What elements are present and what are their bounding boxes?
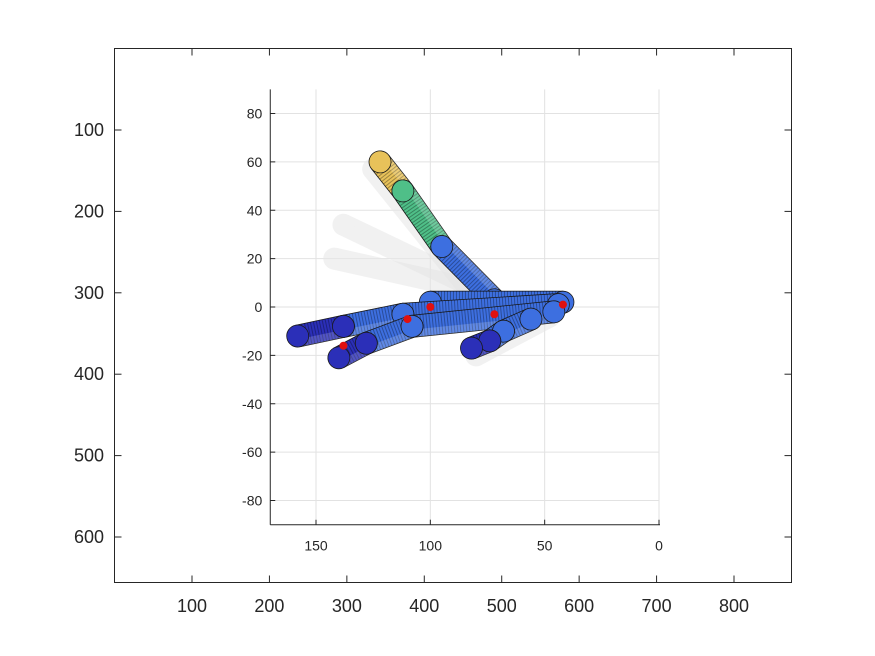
- finger-1-tip-segment-cap: [332, 314, 355, 338]
- thumb-tip-segment-cap: [368, 150, 392, 174]
- inner-x-ticks: 150 100 50 0: [304, 519, 663, 554]
- inner-y-tick-label: -60: [242, 444, 262, 460]
- inner-y-tick-label: 80: [247, 106, 263, 122]
- finger-2-tip-segment-cap: [327, 346, 351, 370]
- finger-3-tip-segment-cap: [460, 336, 483, 360]
- inner-y-tick-label: 40: [247, 202, 263, 218]
- finger-2-base-segment-mesh: [410, 300, 555, 338]
- outer-x-tick-label: 400: [409, 596, 439, 616]
- thumb-mid-segment-highlight: [405, 184, 451, 245]
- joint-markers: [339, 300, 567, 350]
- joint-marker: [426, 303, 435, 311]
- inner-y-tick-label: 20: [247, 251, 263, 267]
- thumb-mid-segment-mesh: [393, 184, 451, 253]
- finger-1-mid-segment-mesh: [341, 303, 406, 338]
- joint-marker: [490, 310, 499, 319]
- inner-x-tick-label: 50: [537, 538, 553, 554]
- inner-y-tick-label: 0: [254, 299, 262, 315]
- finger-2-mid-segment-highlight: [367, 329, 416, 354]
- ghost-segment-cap: [332, 213, 355, 236]
- thumb-base-segment-highlight: [444, 238, 503, 298]
- joint-marker: [339, 341, 348, 350]
- thumb-mid-segment-cap: [391, 179, 415, 203]
- finger-2-tip-segment: [327, 331, 378, 370]
- thumb-base-segment-cap: [430, 235, 454, 258]
- joint-marker: [558, 300, 567, 309]
- outer-y-tick-label: 500: [74, 446, 104, 466]
- outer-y-tick-label: 100: [74, 120, 104, 140]
- inner-y-tick-label: -40: [242, 396, 262, 412]
- thumb-base-segment-mesh: [433, 238, 503, 308]
- inner-y-tick-label: -80: [242, 493, 262, 509]
- inner-y-tick-label: -20: [242, 347, 262, 363]
- ghost-segment-cap: [323, 247, 346, 270]
- inner-x-tick-label: 0: [655, 538, 663, 554]
- outer-y-tick-label: 300: [74, 283, 104, 303]
- outer-y-tick-label: 400: [74, 364, 104, 384]
- outer-y-tick-label: 200: [74, 201, 104, 221]
- finger-1-tip-segment: [286, 314, 355, 348]
- outer-axes: 100 200 300 400 500 600 700 800 100200300400500…: [74, 48, 792, 616]
- finger-1-tip-segment-highlight: [298, 329, 346, 347]
- outer-y-tick-label: 600: [74, 527, 104, 547]
- finger-1-tip-segment-cap: [286, 324, 310, 348]
- hand-segments: [286, 150, 575, 370]
- finger-1-mid-segment-highlight: [344, 317, 406, 338]
- inner-y-tick-label: 60: [247, 154, 263, 170]
- inner-y-ticks: 80 60 40 20 0 -20 -40 -60 -80: [242, 106, 276, 509]
- inner-x-tick-label: 150: [304, 538, 328, 554]
- finger-2-tip-segment-cap: [354, 331, 378, 355]
- finger-3-base-segment-cap: [519, 307, 543, 331]
- outer-axes-box: [114, 48, 792, 583]
- outer-x-tick-label: 700: [642, 596, 672, 616]
- outer-x-tick-label: 500: [487, 596, 517, 616]
- finger-2-base-segment-cap: [542, 300, 566, 324]
- inner-axes: 150 100 50 0 80 60 40 20 0 -20 -40 -60 -80: [242, 89, 663, 554]
- ghost-segment-body: [331, 247, 468, 299]
- outer-x-ticks: 100 200 300 400 500 600 700 800: [177, 48, 749, 616]
- outer-x-tick-label: 100: [177, 596, 207, 616]
- outer-x-tick-label: 600: [564, 596, 594, 616]
- joint-marker: [403, 315, 412, 324]
- outer-x-tick-label: 200: [254, 596, 284, 616]
- outer-x-tick-label: 300: [332, 596, 362, 616]
- inner-x-tick-label: 100: [419, 538, 443, 554]
- outer-x-tick-label: 800: [719, 596, 749, 616]
- finger-3-tip-segment: [460, 329, 502, 360]
